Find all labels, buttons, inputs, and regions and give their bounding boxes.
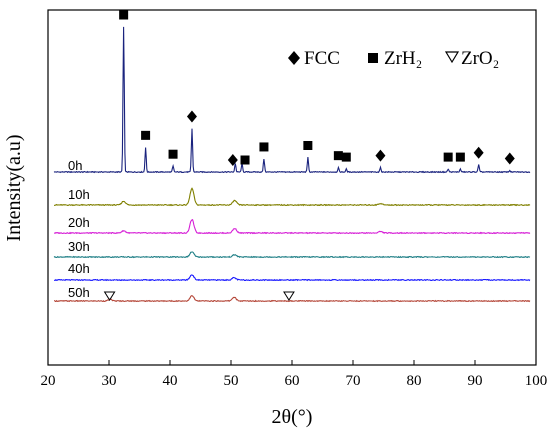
zro2-marker bbox=[103, 291, 116, 301]
legend-zro2-symbol bbox=[444, 51, 460, 64]
series-label-20h: 20h bbox=[68, 215, 90, 230]
series-group bbox=[53, 26, 531, 303]
legend-label-zro2: ZrO₂ bbox=[461, 48, 499, 69]
series-line-40h bbox=[54, 274, 531, 282]
series-label-group: 0h 10h 20h 30h 40h 50h bbox=[68, 158, 90, 300]
zrh2-marker bbox=[443, 152, 453, 162]
series-line-30h bbox=[53, 251, 531, 259]
fcc-marker bbox=[186, 110, 197, 123]
legend-zrh2-symbol bbox=[368, 53, 378, 63]
fcc-marker bbox=[473, 146, 484, 159]
series-label-10h: 10h bbox=[68, 187, 90, 202]
zrh2-marker bbox=[333, 151, 343, 161]
fcc-marker bbox=[227, 153, 238, 166]
legend: FCC ZrH₂ ZrO₂ bbox=[288, 48, 499, 69]
series-label-40h: 40h bbox=[68, 261, 90, 276]
legend-label-fcc: FCC bbox=[304, 48, 340, 69]
series-line-0h bbox=[53, 26, 531, 174]
series-label-0h: 0h bbox=[68, 158, 82, 173]
x-tick-label: 40 bbox=[163, 373, 178, 389]
series-label-30h: 30h bbox=[68, 239, 90, 254]
x-axis-ticks: 20 30 40 50 60 70 80 90 100 bbox=[41, 360, 548, 389]
x-axis-label: 2θ(°) bbox=[272, 406, 313, 428]
zrh2-marker bbox=[259, 142, 269, 152]
x-tick-label: 20 bbox=[41, 373, 56, 389]
series-label-50h: 50h bbox=[68, 285, 90, 300]
x-tick-label: 60 bbox=[285, 373, 300, 389]
marker-group bbox=[103, 10, 515, 301]
x-tick-label: 70 bbox=[346, 373, 361, 389]
x-tick-label: 80 bbox=[407, 373, 422, 389]
x-tick-label: 50 bbox=[224, 373, 239, 389]
series-line-50h bbox=[54, 295, 531, 303]
y-axis-label: Intensity(a.u) bbox=[3, 134, 25, 241]
zrh2-marker bbox=[168, 149, 178, 159]
zrh2-marker bbox=[119, 10, 129, 20]
series-line-10h bbox=[54, 187, 531, 207]
fcc-marker bbox=[504, 152, 515, 165]
zrh2-marker bbox=[341, 152, 351, 162]
zrh2-marker bbox=[240, 155, 250, 165]
zro2-marker bbox=[283, 291, 295, 301]
zrh2-marker bbox=[141, 130, 151, 140]
x-tick-label: 30 bbox=[102, 373, 117, 389]
zrh2-marker bbox=[455, 152, 465, 162]
legend-fcc-symbol bbox=[288, 51, 300, 65]
x-tick-label: 100 bbox=[525, 373, 548, 389]
legend-label-zrh2: ZrH₂ bbox=[384, 48, 422, 69]
fcc-marker bbox=[375, 149, 386, 162]
zrh2-marker bbox=[303, 141, 313, 150]
series-line-20h bbox=[54, 219, 531, 235]
x-tick-label: 90 bbox=[468, 373, 483, 389]
